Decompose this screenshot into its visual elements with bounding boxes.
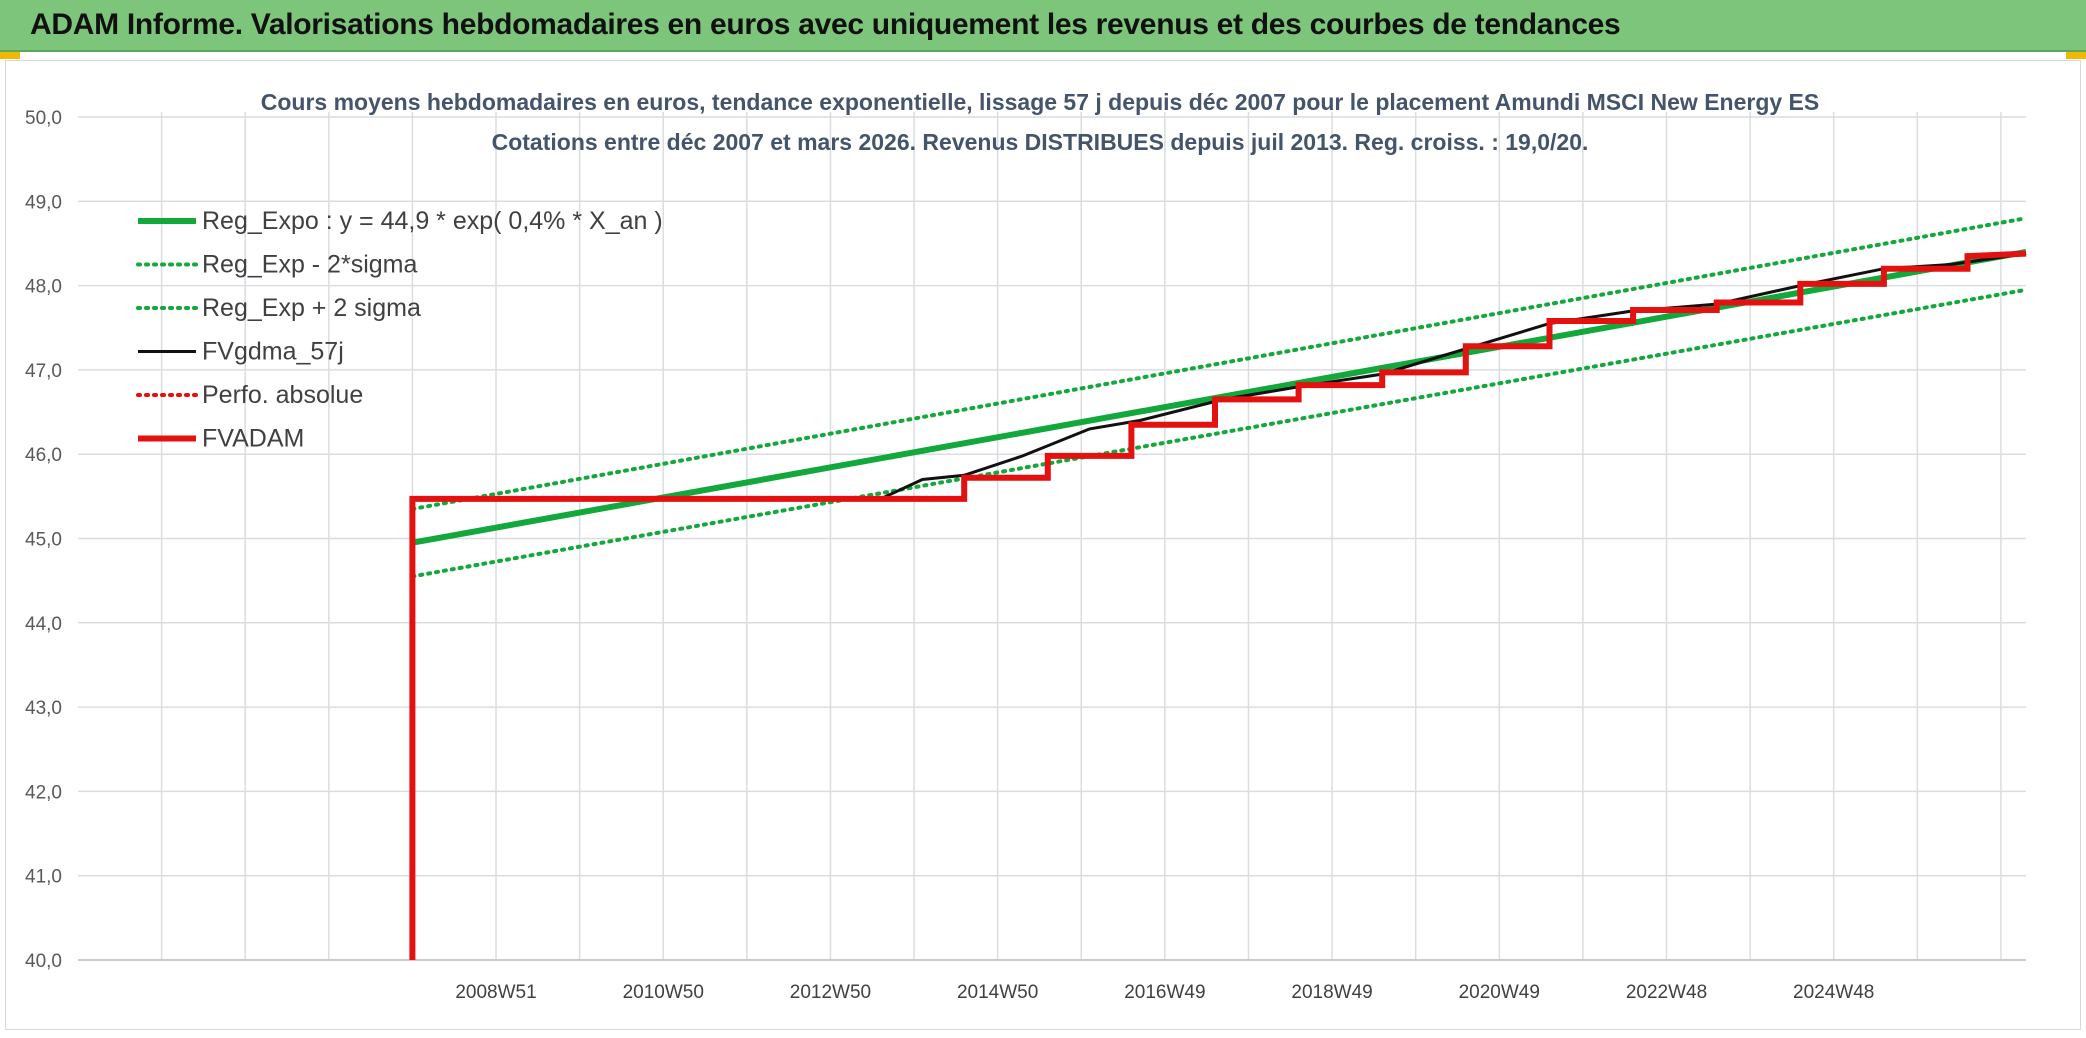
x-tick-label: 2018W49	[1291, 982, 1372, 1003]
chart-axes: 40,0 41,0 42,0 43,0 44,0 45,0 46,0 47,0 48,0 49,0…	[25, 108, 2026, 1003]
chart-title-line1: Cours moyens hebdomadaires en euros, ten…	[261, 89, 1820, 115]
legend-reg-exp-plus-label: Reg_Exp + 2 sigma	[202, 294, 421, 322]
x-tick-label: 2008W51	[455, 982, 536, 1003]
chart-titles: Cours moyens hebdomadaires en euros, ten…	[261, 89, 1820, 155]
y-tick-label: 40,0	[25, 951, 62, 972]
corner-accent-left	[0, 52, 20, 59]
y-tick-label: 49,0	[25, 192, 62, 213]
legend-reg-exp-minus-label: Reg_Exp - 2*sigma	[202, 251, 417, 279]
fvgdma-57j-line	[412, 252, 2027, 501]
y-tick-label: 46,0	[25, 445, 62, 466]
legend-perfo-absolue-label: Perfo. absolue	[202, 381, 363, 409]
y-tick-label: 45,0	[25, 530, 62, 551]
x-tick-label: 2012W50	[790, 982, 871, 1003]
legend-reg-expo-label: Reg_Expo : y = 44,9 * exp( 0,4% * X_an )	[202, 207, 663, 235]
legend-fvgdma-label: FVgdma_57j	[202, 338, 344, 366]
x-tick-label: 2014W50	[957, 982, 1038, 1003]
chart-series	[409, 216, 2028, 960]
x-tick-label: 2010W50	[623, 982, 704, 1003]
y-tick-label: 50,0	[25, 108, 62, 129]
y-tick-label: 43,0	[25, 698, 62, 719]
reg-exp-minus-2sigma-line	[410, 287, 2028, 579]
y-tick-label: 47,0	[25, 361, 62, 382]
fvadam-line	[409, 250, 2027, 960]
y-tick-label: 48,0	[25, 277, 62, 298]
chart-title-line2: Cotations entre déc 2007 et mars 2026. R…	[492, 129, 1589, 155]
reg-exp-plus-2sigma-line	[410, 216, 2028, 511]
report-header: ADAM Informe. Valorisations hebdomadaire…	[0, 0, 2086, 52]
chart-legend: Reg_Expo : y = 44,9 * exp( 0,4% * X_an )…	[136, 207, 663, 453]
report-title: ADAM Informe. Valorisations hebdomadaire…	[30, 8, 1621, 41]
x-tick-label: 2022W48	[1626, 982, 1707, 1003]
chart-grid	[78, 112, 2026, 961]
x-tick-label: 2024W48	[1793, 982, 1874, 1003]
y-tick-label: 41,0	[25, 867, 62, 888]
corner-accent-right	[2066, 52, 2086, 59]
y-tick-label: 42,0	[25, 782, 62, 803]
legend-fvadam-label: FVADAM	[202, 425, 304, 453]
y-tick-label: 44,0	[25, 614, 62, 635]
chart-frame	[5, 60, 2081, 1030]
x-tick-label: 2020W49	[1459, 982, 1540, 1003]
x-tick-label: 2016W49	[1124, 982, 1205, 1003]
